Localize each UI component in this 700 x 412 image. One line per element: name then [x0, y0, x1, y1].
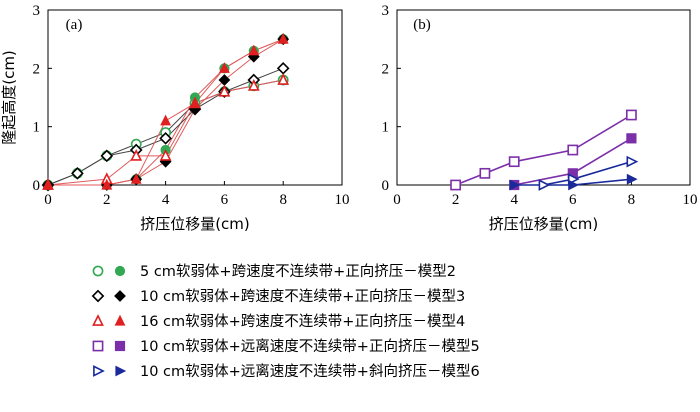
data-point-model5	[567, 144, 579, 156]
legend-marker-open	[91, 289, 105, 302]
legend-marker-filled	[114, 314, 126, 326]
legend-marker-filled	[115, 365, 127, 376]
legend-item-model3: 10 cm软弱体+跨速度不连续带+正向挤压－模型3	[90, 283, 480, 308]
legend-marker-filled	[114, 289, 126, 302]
data-point-model5	[626, 133, 637, 144]
panel-a: 0 2 4 6 8 10 0 1 2 3 (a) 挤压位移量(cm) 隆起高度(cm)	[0, 3, 350, 233]
data-point-model4	[248, 44, 260, 56]
legend-marker-circle	[92, 265, 126, 276]
legend-item-model6: 10 cm软弱体+远离速度不连续带+斜向挤压－模型6	[90, 358, 480, 383]
legend-marker-right-triangle	[93, 364, 127, 377]
x-tick-label: 6	[221, 192, 229, 208]
legend-label: 16 cm软弱体+跨速度不连续带+正向挤压－模型4	[140, 314, 466, 330]
legend-marker-diamond	[91, 289, 126, 302]
data-point-model6	[538, 179, 551, 191]
legend-item-model5: 10 cm软弱体+远离速度不连续带+正向挤压－模型5	[90, 333, 480, 358]
y-axis-label: 隆起高度(cm)	[0, 50, 18, 145]
x-axis-label: 挤压位移量(cm)	[140, 215, 250, 233]
legend: 5 cm软弱体+跨速度不连续带+正向挤压－模型2 10 cm软弱体+跨速度不连续…	[90, 258, 480, 383]
legend-item-model4: 16 cm软弱体+跨速度不连续带+正向挤压－模型4	[90, 308, 480, 333]
data-point-model4	[101, 178, 113, 190]
data-point-model6	[626, 155, 639, 168]
y-tick-label: 2	[382, 61, 390, 77]
x-tick-label: 4	[510, 192, 518, 208]
legend-marker-open	[92, 313, 104, 326]
data-point-model4	[160, 114, 172, 126]
panel-b: 0 2 4 6 8 10 0 1 2 3 (b) 挤压位移量(cm)	[382, 3, 698, 233]
figure-panels: 0 2 4 6 8 10 0 1 2 3 (a) 挤压位移量(cm) 隆起高度(cm) 0 2 4 6 8 10 0 1…	[0, 3, 698, 233]
y-tick-label: 3	[33, 3, 41, 19]
legend-label: 10 cm软弱体+远离速度不连续带+斜向挤压－模型6	[140, 364, 480, 380]
legend-marker-open	[92, 265, 104, 276]
x-tick-label: 8	[279, 192, 287, 208]
legend-marker-square	[92, 340, 126, 351]
data-point-model3	[159, 132, 172, 145]
legend-marker-filled	[114, 265, 126, 276]
data-point-model4	[42, 178, 54, 190]
legend-label: 10 cm软弱体+跨速度不连续带+正向挤压－模型3	[140, 289, 466, 305]
x-axis-label: 挤压位移量(cm)	[489, 215, 599, 233]
y-tick-label: 0	[33, 178, 41, 194]
y-tick-label: 0	[382, 178, 390, 194]
legend-marker-triangle	[92, 313, 126, 326]
data-point-model4	[218, 62, 230, 73]
data-point-model5	[450, 179, 461, 191]
y-tick-label: 2	[33, 61, 41, 77]
legend-label: 5 cm软弱体+跨速度不连续带+正向挤压－模型2	[140, 264, 456, 280]
data-point-model4	[247, 78, 260, 91]
x-tick-label: 0	[393, 192, 401, 208]
y-tick-label: 1	[382, 120, 390, 136]
data-point-model6	[509, 179, 521, 191]
panel-label: (b)	[413, 17, 431, 33]
plot-frame	[47, 9, 343, 186]
data-point-model6	[568, 179, 580, 191]
data-point-model3	[276, 62, 290, 75]
legend-marker-filled	[114, 340, 126, 351]
x-tick-label: 0	[44, 192, 52, 208]
data-point-model5	[625, 109, 637, 121]
data-point-model4	[277, 73, 290, 85]
data-point-model4	[189, 97, 201, 108]
x-tick-label: 4	[162, 192, 170, 208]
plot-frame	[396, 9, 691, 186]
data-point-model4	[159, 148, 172, 161]
data-point-model5	[508, 156, 520, 168]
data-point-model5	[479, 167, 491, 179]
data-point-model3	[100, 149, 114, 163]
data-point-model4	[218, 84, 231, 97]
legend-marker-open	[93, 364, 105, 377]
x-tick-label: 8	[628, 192, 636, 208]
data-point-model3	[71, 167, 84, 180]
panel-label: (a)	[66, 17, 83, 33]
y-tick-label: 3	[382, 3, 390, 19]
data-point-model4	[277, 32, 289, 44]
legend-label: 10 cm软弱体+远离速度不连续带+正向挤压－模型5	[140, 339, 480, 355]
x-tick-label: 10	[683, 192, 698, 208]
x-tick-label: 6	[569, 192, 577, 208]
legend-marker-open	[92, 340, 104, 351]
x-tick-label: 2	[452, 192, 460, 208]
legend-item-model2: 5 cm软弱体+跨速度不连续带+正向挤压－模型2	[90, 258, 480, 283]
data-point-model4	[130, 148, 143, 161]
data-point-model4	[130, 172, 142, 184]
x-tick-label: 10	[335, 192, 350, 208]
x-tick-label: 2	[103, 192, 111, 208]
y-tick-label: 1	[33, 120, 41, 136]
data-point-model6	[626, 173, 638, 185]
